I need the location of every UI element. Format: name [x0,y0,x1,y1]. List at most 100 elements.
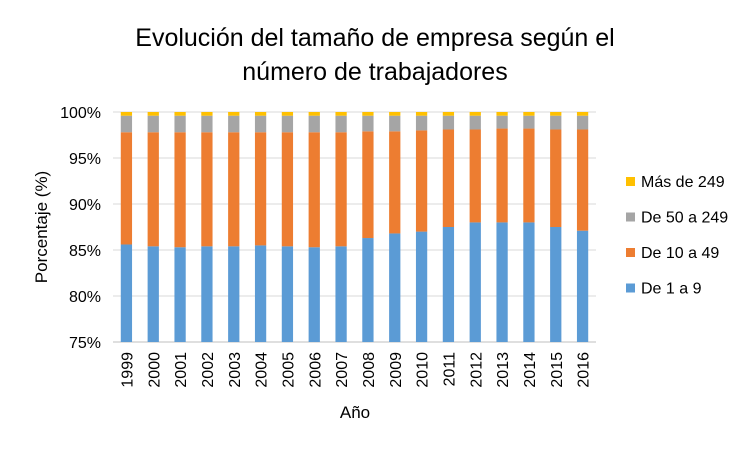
bar-segment [308,112,320,116]
bar-segment [496,222,508,342]
bar-segment [228,132,240,247]
bar-segment [550,115,562,130]
bar-segment [362,131,374,239]
x-tick-label: 2006 [307,352,324,388]
bar-segment [308,247,320,342]
legend-swatch [626,177,635,186]
bar-segment [201,112,213,116]
y-tick-label: 75% [69,335,101,352]
bar-segment [496,112,508,116]
bar-segment [228,112,240,116]
bar-segment [147,132,159,247]
x-tick-label: 2005 [280,352,297,388]
x-tick-label: 2016 [576,352,593,388]
bar-segment [254,132,267,246]
legend-swatch [626,212,635,222]
bar-segment [254,245,267,342]
bar-segment [550,227,562,342]
bar-segment [442,129,455,227]
bar-segment [362,112,374,116]
bar-segment [120,112,133,116]
bar-segment [120,115,133,133]
bar-segment [147,112,159,116]
y-tick-label: 95% [69,151,101,168]
legend-label: De 1 a 9 [641,281,702,298]
bar-segment [120,132,133,245]
bar-segment [523,222,535,342]
y-tick-label: 85% [69,243,101,260]
bar-segment [389,112,401,116]
bar-segment [174,132,186,248]
legend: Más de 249 De 50 a 249 De 10 a 49 De 1 a 9 [626,174,728,298]
y-axis-label: Porcentaje (%) [32,171,51,283]
bar-segment [174,247,186,342]
bar-segment [415,231,428,342]
x-tick-label: 2007 [334,352,351,388]
x-tick-label: 2014 [522,352,539,388]
bar-segment [576,115,589,130]
bar-segment [442,227,455,342]
bar-segment [254,112,267,116]
bar-segment [308,132,320,248]
bar-segment [523,115,535,129]
bar-segment [469,115,481,130]
bar-segment [281,115,294,133]
bar-segment [335,132,347,247]
x-tick-label: 2015 [549,352,566,388]
chart-title-line-2: número de trabajadores [242,58,507,86]
x-axis-label: Año [340,403,370,422]
x-tick-label: 1999 [119,352,136,388]
legend-swatch [626,283,635,293]
bar-segment [469,129,481,223]
legend-item: Más de 249 [626,174,725,191]
x-tick-label: 2001 [173,352,190,388]
y-tick-label: 100% [60,105,101,122]
bar-segment [201,132,213,247]
bar-segment [469,112,481,116]
bar-segment [254,115,267,133]
bar-segment [228,115,240,133]
bar-segment [576,129,589,231]
bar-segment [442,115,455,130]
bar-segment [576,230,589,342]
bar-segment [147,115,159,133]
bar-segment [335,112,347,116]
bar-segment [335,115,347,133]
legend-label: Más de 249 [641,174,725,191]
bar-segment [496,128,508,223]
bar-segment [442,112,455,116]
x-tick-label: 2003 [227,352,244,388]
legend-swatch [626,248,635,257]
bar-segment [389,115,401,132]
y-tick-label: 90% [69,197,101,214]
legend-label: De 10 a 49 [641,245,719,262]
bar-segment [335,246,347,342]
bar-segment [147,246,159,342]
x-tick-label: 2004 [254,352,271,388]
x-tick-label: 2009 [388,352,405,388]
x-tick-label: 2013 [495,352,512,388]
bar-segment [281,112,294,116]
chart-title-line-1: Evolución del tamaño de empresa según el [135,24,614,52]
y-tick-label: 80% [69,289,101,306]
bar-segment [201,115,213,133]
gridlines [113,111,596,343]
bar-segment [415,115,428,131]
bar-segment [576,112,589,116]
chart-title: Evolución del tamaño de empresa según el… [135,24,614,86]
bar-segment [362,115,374,132]
legend-item: De 10 a 49 [626,245,719,262]
bar-segment [308,115,320,133]
x-tick-label: 2000 [146,352,163,388]
bar-segment [120,244,133,342]
bar-segment [362,238,374,342]
x-tick-label: 2010 [415,352,432,388]
bar-segment [550,129,562,227]
bar-segment [496,115,508,129]
x-tick-label: 2012 [468,352,485,388]
x-tick-label: 2011 [441,352,458,387]
bars [120,112,589,342]
bar-segment [201,246,213,342]
bar-segment [228,246,240,342]
